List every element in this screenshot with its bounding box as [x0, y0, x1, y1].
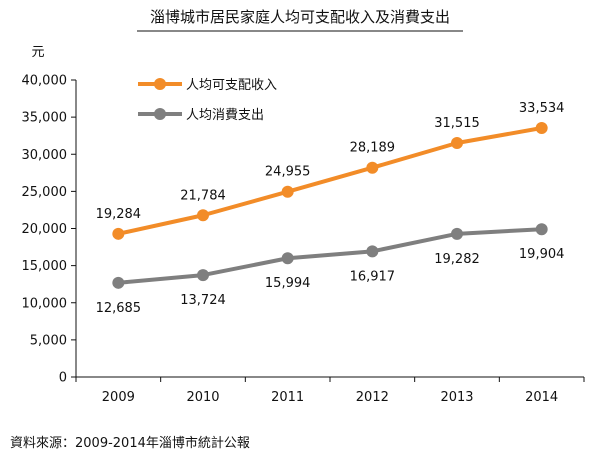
data-label: 12,685	[96, 301, 142, 316]
series-1: 19,284 21,784 24,955 28,189 31,515 33,534	[96, 101, 565, 240]
legend-swatch-marker	[154, 78, 166, 90]
data-point	[197, 269, 209, 282]
axes: 0 5,000 10,000 15,000 20,000 25,000 30,000 35,0…	[22, 74, 585, 405]
y-tick-label: 0	[59, 371, 67, 386]
data-point	[112, 227, 125, 240]
x-tick-label: 2013	[440, 390, 473, 405]
source-note: 資料來源：2009-2014年淄博市統計公報	[10, 435, 250, 451]
data-label: 19,284	[96, 207, 142, 222]
data-label: 13,724	[180, 293, 226, 308]
data-point	[281, 252, 294, 265]
y-tick-label: 15,000	[22, 259, 68, 274]
data-label: 15,994	[265, 276, 311, 291]
data-point	[281, 185, 294, 198]
x-tick-label: 2014	[525, 390, 558, 405]
data-point	[451, 227, 463, 240]
x-tick-label: 2010	[186, 390, 219, 405]
data-label: 16,917	[350, 269, 396, 284]
legend-swatch-marker	[154, 108, 166, 120]
chart-title: 淄博城市居民家庭人均可支配收入及消費支出	[150, 8, 450, 26]
x-tick-label: 2012	[356, 390, 389, 405]
data-point	[535, 223, 548, 236]
series-layer: 19,284 21,784 24,955 28,189 31,515 33,534 12,6…	[96, 101, 565, 316]
data-point	[366, 161, 379, 174]
x-tick-label: 2009	[102, 390, 135, 405]
data-point	[197, 209, 209, 222]
y-tick-label: 10,000	[22, 296, 68, 311]
data-label: 19,904	[519, 247, 565, 262]
y-axis-unit-label: 元	[31, 45, 44, 60]
data-label: 28,189	[350, 141, 396, 156]
legend-label: 人均可支配收入	[186, 78, 277, 93]
data-label: 24,955	[265, 165, 311, 180]
y-tick-label: 5,000	[30, 333, 67, 348]
y-tick-label: 25,000	[22, 185, 68, 200]
data-label: 21,784	[180, 188, 226, 203]
data-label: 33,534	[519, 101, 565, 116]
y-tick-label: 40,000	[22, 74, 68, 89]
data-point	[451, 137, 463, 150]
series-line	[118, 227, 542, 285]
data-label: 31,515	[434, 116, 480, 131]
y-tick-label: 30,000	[22, 148, 68, 163]
x-tick-label: 2011	[271, 390, 304, 405]
series-line	[117, 126, 543, 236]
y-tick-label: 35,000	[22, 111, 68, 126]
data-point	[535, 122, 548, 135]
data-point	[366, 245, 379, 258]
data-label: 19,282	[434, 252, 480, 267]
series-2: 12,685 13,724 15,994 16,917 19,282 19,904	[96, 223, 565, 316]
y-tick-label: 20,000	[22, 222, 68, 237]
data-point	[112, 276, 125, 289]
legend-label: 人均消費支出	[186, 108, 264, 123]
